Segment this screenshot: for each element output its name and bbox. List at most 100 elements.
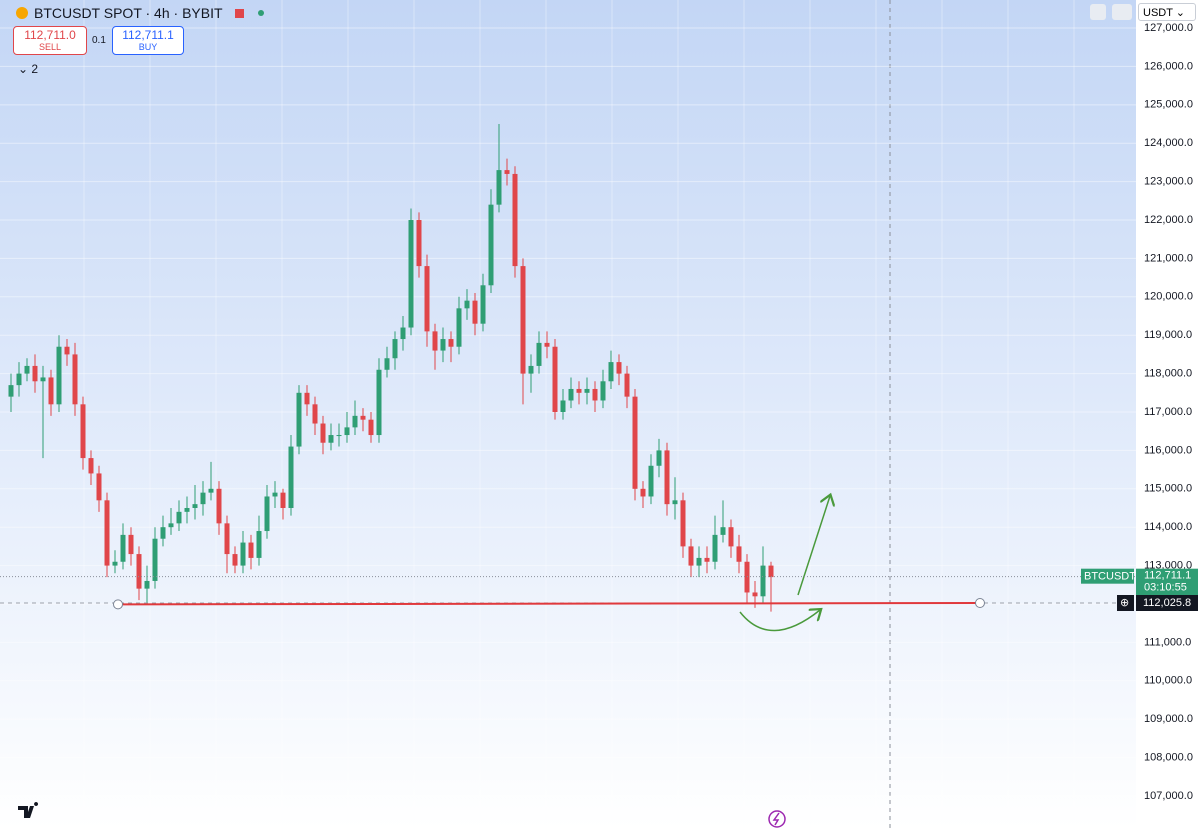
candle-body <box>192 504 198 508</box>
y-tick-label: 127,000.0 <box>1144 22 1193 34</box>
alert-price-box <box>1136 595 1198 612</box>
alert-add-icon: ⊕ <box>1120 597 1129 609</box>
spread: 0.1 <box>92 35 106 46</box>
candle-body <box>64 346 70 355</box>
candle-body <box>208 488 214 493</box>
sell-label: SELL <box>38 42 62 52</box>
candle-body <box>480 285 486 324</box>
symbol-header: BTCUSDT SPOT · 4h · BYBIT <box>16 5 264 21</box>
candle-body <box>88 458 94 474</box>
candle-body <box>432 331 438 351</box>
candle-body <box>376 369 382 436</box>
buy-button[interactable]: 112,711.1 BUY <box>112 26 184 55</box>
candle-body <box>184 507 190 512</box>
y-tick-label: 118,000.0 <box>1144 368 1192 380</box>
candle-body <box>344 427 350 436</box>
candle-body <box>576 388 582 393</box>
y-tick-label: 121,000.0 <box>1144 252 1193 264</box>
line-handle <box>113 599 123 610</box>
candle-body <box>720 527 726 535</box>
candle-body <box>368 419 374 436</box>
candle-body <box>472 300 478 324</box>
candle-body <box>40 377 46 382</box>
candle-body <box>504 170 510 174</box>
candle-body <box>552 346 558 413</box>
candle-body <box>568 388 574 401</box>
candle-body <box>80 404 86 459</box>
candle-body <box>168 523 174 528</box>
candle-body <box>304 392 310 405</box>
candle-body <box>400 327 406 340</box>
candle-body <box>240 542 246 566</box>
candle-body <box>16 373 22 386</box>
candle-body <box>224 523 230 555</box>
candle-body <box>544 342 550 347</box>
candle-body <box>608 362 614 382</box>
candle-body <box>560 400 566 413</box>
candle-body <box>160 527 166 539</box>
candle-body <box>520 266 526 374</box>
candle-body <box>392 339 398 359</box>
candle-body <box>616 362 622 374</box>
plot-background <box>0 0 1136 829</box>
candle-body <box>336 435 342 437</box>
candle-body <box>752 592 758 597</box>
y-tick-label: 109,000.0 <box>1144 713 1193 725</box>
candle-body <box>512 173 518 267</box>
download-button[interactable] <box>1090 4 1106 20</box>
candle-body <box>176 511 182 524</box>
y-tick-label: 126,000.0 <box>1144 60 1193 72</box>
buy-label: BUY <box>138 42 158 52</box>
y-tick-label: 125,000.0 <box>1144 99 1193 111</box>
sell-button[interactable]: 112,711.0 SELL <box>13 26 87 55</box>
candle-body <box>760 565 766 597</box>
candle-body <box>704 557 710 562</box>
candle-body <box>280 492 286 508</box>
screenshot-button[interactable] <box>1112 4 1132 20</box>
buy-price: 112,711.1 <box>122 28 174 42</box>
candle-body <box>680 500 686 547</box>
currency-select[interactable]: USDT ⌄ <box>1138 3 1196 21</box>
candle-body <box>120 534 126 562</box>
candle-body <box>128 534 134 555</box>
candle-body <box>488 204 494 286</box>
candle-body <box>584 388 590 393</box>
y-tick-label: 108,000.0 <box>1144 751 1193 763</box>
candle-body <box>736 546 742 562</box>
candle-body <box>32 365 38 382</box>
candle-body <box>296 392 302 447</box>
symbol-title[interactable]: BTCUSDT SPOT · 4h · BYBIT <box>34 5 223 21</box>
y-tick-label: 122,000.0 <box>1144 214 1193 226</box>
indicators-toggle[interactable]: ⌄ 2 <box>18 62 39 76</box>
y-tick-label: 124,000.0 <box>1144 137 1193 149</box>
ticker-label-box <box>1081 568 1134 584</box>
y-tick-label: 113,000.0 <box>1144 560 1192 572</box>
status-dot <box>257 10 264 16</box>
candle-body <box>416 220 422 267</box>
price-axis-background <box>1136 0 1200 829</box>
flag-icon[interactable] <box>234 8 244 18</box>
candle-body <box>264 496 270 532</box>
candle-body <box>24 365 30 374</box>
candle-body <box>648 465 654 497</box>
y-tick-label: 115,000.0 <box>1144 483 1192 495</box>
candle-body <box>112 561 118 566</box>
countdown-label: 03:10:55 <box>1144 582 1187 594</box>
candle-body <box>328 435 334 443</box>
tv-logo <box>18 802 39 818</box>
candle-body <box>384 358 390 370</box>
up-arrow <box>797 496 830 596</box>
candle-body <box>216 488 222 524</box>
candle-body <box>104 500 110 566</box>
candle-body <box>672 500 678 505</box>
candle-body <box>768 565 774 578</box>
candle-body <box>656 450 662 466</box>
candle-body <box>408 220 414 328</box>
candle-body <box>640 488 646 497</box>
symbol-icon <box>16 7 28 19</box>
lightning-icon[interactable] <box>768 810 786 828</box>
candle-body <box>464 300 470 309</box>
y-tick-label: 120,000.0 <box>1144 291 1193 303</box>
candle-body <box>256 531 262 558</box>
